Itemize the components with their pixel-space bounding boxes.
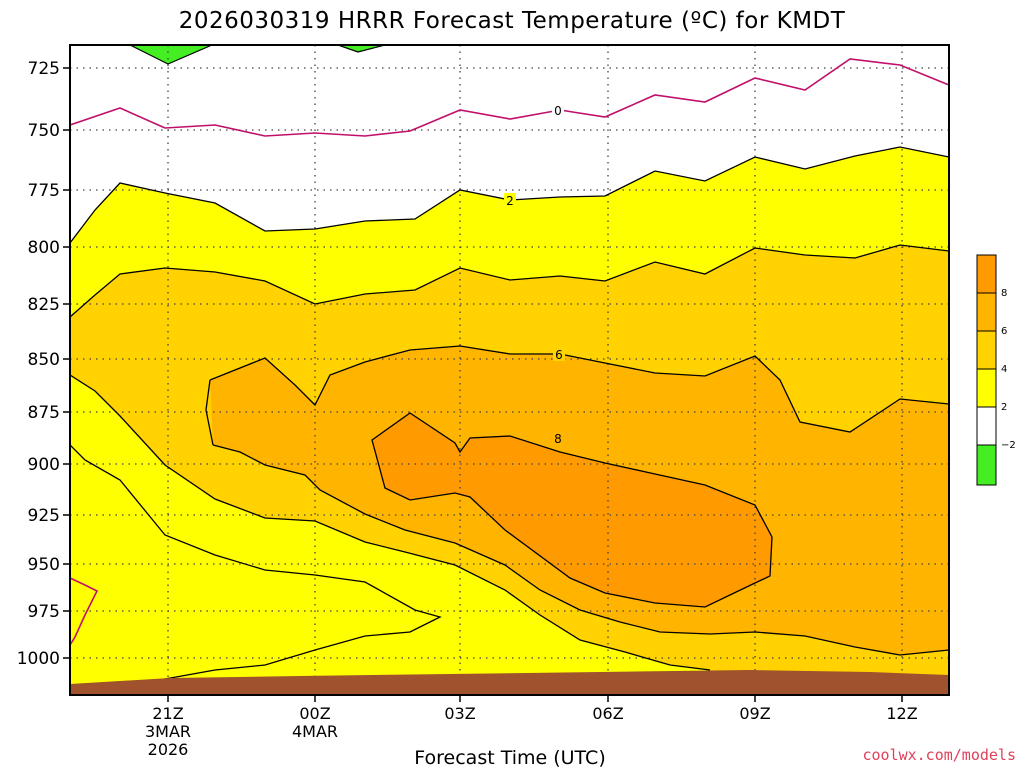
- svg-text:6: 6: [555, 348, 563, 362]
- colorbar-tick-label: −2: [1001, 440, 1016, 451]
- contour-2: [70, 146, 949, 244]
- y-tick-label: 850: [28, 350, 60, 370]
- y-tick-label: 925: [28, 506, 60, 526]
- plot-frame: [69, 44, 950, 696]
- x-tick-label: 06Z: [592, 704, 623, 723]
- y-tick-label: 975: [28, 602, 60, 622]
- x-tick-label: 09Z: [739, 704, 770, 723]
- svg-text:0: 0: [554, 104, 562, 118]
- contour-2-lower: [70, 444, 442, 691]
- colorbar-tick-label: 2: [1001, 402, 1007, 413]
- contour-6-left-closure: [205, 379, 214, 446]
- contour-label-0: 0: [552, 103, 564, 118]
- source-credit: coolwx.com/models: [862, 746, 1016, 764]
- y-tick-label: 775: [28, 181, 60, 201]
- gridlines: [70, 45, 949, 695]
- x-tick-label: 4MAR: [292, 722, 338, 741]
- contour-0: [70, 58, 949, 137]
- y-tick-label: 1000: [17, 649, 60, 669]
- band-8-10: [372, 413, 772, 607]
- y-tick-label: 950: [28, 555, 60, 575]
- svg-text:2: 2: [506, 194, 514, 208]
- plot-area: 0 2 6 8: [70, 45, 949, 695]
- subzero-area-left: [129, 45, 213, 65]
- contour-label-6: 6: [553, 347, 565, 362]
- x-tick-label: 12Z: [886, 704, 917, 723]
- y-tick-label: 750: [28, 121, 60, 141]
- colorbar-band-neg2-0: [977, 445, 996, 485]
- colorbar-band-8-10: [977, 255, 996, 293]
- x-tick-label: 2026: [148, 740, 189, 759]
- y-tick-label: 900: [28, 455, 60, 475]
- y-tick-label: 725: [28, 59, 60, 79]
- y-tick-label: 800: [28, 238, 60, 258]
- colorbar-band-0-2: [977, 407, 996, 445]
- x-tick-label: 21Z: [152, 704, 183, 723]
- contour-6-lower: [212, 444, 949, 656]
- subzero-area-right: [337, 45, 386, 53]
- colorbar-band-2-4: [977, 369, 996, 407]
- contour-4-lower: [70, 374, 711, 671]
- colorbar-tick-label: 6: [1001, 326, 1007, 337]
- contour-label-2: 2: [504, 193, 516, 208]
- colorbar-tick-label: 8: [1001, 288, 1007, 299]
- colorbar-band-6-8: [977, 293, 996, 331]
- contour-4: [70, 244, 949, 318]
- x-tick-label: 03Z: [444, 704, 475, 723]
- colorbar-tick-label: 4: [1001, 364, 1007, 375]
- x-tick-label: 3MAR: [145, 722, 191, 741]
- ground-surface: [70, 670, 949, 695]
- chart-title: 2026030319 HRRR Forecast Temperature (ºC…: [179, 8, 846, 34]
- colorbar: 8 6 4 2 −2: [976, 254, 1016, 486]
- contour-label-8: 8: [552, 431, 564, 446]
- contour-8: [371, 412, 773, 608]
- y-axis: 725 750 775 800 825 850 875 900 925 950 …: [17, 59, 70, 669]
- x-axis-title: Forecast Time (UTC): [414, 747, 605, 768]
- zero-contour-lower-left: [70, 577, 99, 646]
- colorbar-band-4-6: [977, 331, 996, 369]
- y-tick-label: 875: [28, 403, 60, 423]
- x-tick-label: 00Z: [299, 704, 330, 723]
- y-tick-label: 825: [28, 295, 60, 315]
- x-axis: 21Z 3MAR 2026 00Z 4MAR 03Z 06Z 09Z 12Z: [145, 695, 918, 759]
- svg-text:8: 8: [554, 432, 562, 446]
